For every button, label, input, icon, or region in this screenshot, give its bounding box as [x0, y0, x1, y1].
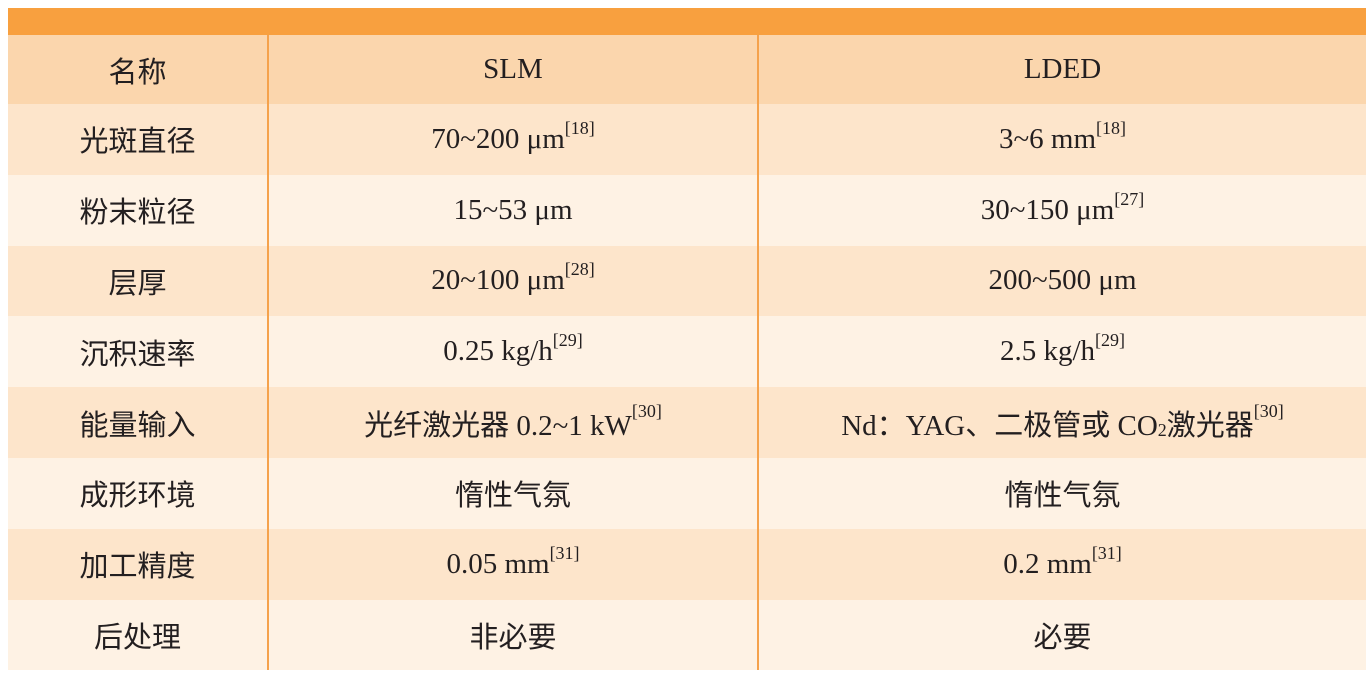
- cell-text: 惰性气氛: [1004, 480, 1121, 513]
- header-cell: LDED: [1023, 53, 1102, 85]
- superscript: [29]: [552, 330, 583, 351]
- row-label: 光斑直径: [8, 104, 269, 175]
- cell-text: 0.2 mm: [1003, 547, 1092, 580]
- table-row: 粉末粒径 15~53 μm 30~150 μm [27]: [8, 174, 1366, 246]
- table-cell: 3~6 mm [18]: [759, 104, 1366, 175]
- superscript: [31]: [1091, 542, 1122, 563]
- table-cell: 0.05 mm [31]: [269, 528, 759, 600]
- table-row: 成形环境 惰性气氛 惰性气氛: [8, 457, 1366, 529]
- cell-text: 3~6 mm: [998, 122, 1097, 155]
- cell-text: 0.05 mm: [446, 547, 550, 580]
- cell-text: 15~53 μm: [453, 193, 573, 226]
- cell-text: 2.5 kg/h: [999, 335, 1096, 368]
- table-row: 后处理 非必要 必要: [8, 599, 1366, 671]
- row-label: 加工精度: [8, 528, 269, 600]
- table-cell: 0.2 mm [31]: [759, 529, 1366, 600]
- row-label: 后处理: [8, 599, 269, 671]
- superscript: [30]: [631, 401, 662, 422]
- header-cell: SLM: [269, 35, 759, 104]
- cell-text: 激光器: [1166, 409, 1254, 442]
- superscript: [30]: [1253, 401, 1284, 422]
- table-cell: 30~150 μm [27]: [759, 175, 1366, 246]
- superscript: [27]: [1114, 188, 1145, 209]
- superscript: [29]: [1095, 330, 1126, 351]
- table-cell: Nd：YAG、二极管或 CO 2 激光器 [30]: [759, 387, 1366, 458]
- table-row: 光斑直径 70~200 μm [18] 3~6 mm [18]: [8, 104, 1366, 175]
- table-cell: 光纤激光器 0.2~1 kW [30]: [269, 387, 759, 458]
- table-cell: 惰性气氛: [269, 457, 759, 529]
- cell-text: 非必要: [469, 621, 557, 654]
- table-cell: 必要: [759, 600, 1366, 671]
- row-label: 成形环境: [8, 457, 269, 529]
- cell-text: 光纤激光器 0.2~1 kW: [364, 409, 632, 442]
- header-row: 名称 SLM LDED: [8, 35, 1366, 104]
- table-cell: 0.25 kg/h [29]: [269, 316, 759, 388]
- cell-text: Nd：YAG、二极管或 CO: [841, 409, 1158, 442]
- row-label: 能量输入: [8, 387, 269, 458]
- table-cell: 70~200 μm [18]: [269, 104, 759, 175]
- table-cell: 20~100 μm [28]: [269, 245, 759, 317]
- top-bar: [8, 8, 1366, 35]
- table-cell: 200~500 μm: [759, 246, 1366, 317]
- row-label: 层厚: [8, 245, 269, 317]
- header-cell: 名称: [8, 35, 269, 104]
- table-cell: 非必要: [269, 599, 759, 671]
- cell-text: 70~200 μm: [431, 122, 565, 155]
- table-cell: 2.5 kg/h [29]: [759, 316, 1366, 387]
- table-row: 层厚 20~100 μm [28] 200~500 μm: [8, 245, 1366, 317]
- superscript: [18]: [1096, 117, 1127, 138]
- row-label: 沉积速率: [8, 316, 269, 388]
- cell-text: 0.25 kg/h: [443, 335, 553, 368]
- table-wrap: 名称 SLM LDED 光斑直径 70~200 μm [18] 3~6 mm [18] 粉末粒径…: [8, 8, 1366, 671]
- table-row: 能量输入 光纤激光器 0.2~1 kW [30] Nd：YAG、二极管或 CO 2 激光…: [8, 387, 1366, 458]
- superscript: [28]: [564, 259, 595, 280]
- subscript: 2: [1157, 420, 1167, 441]
- table-cell: 15~53 μm: [269, 174, 759, 246]
- table: 名称 SLM LDED 光斑直径 70~200 μm [18] 3~6 mm [18] 粉末粒径…: [8, 35, 1366, 671]
- cell-text: 惰性气氛: [454, 480, 571, 513]
- table-row: 沉积速率 0.25 kg/h [29] 2.5 kg/h [29]: [8, 316, 1366, 388]
- row-label: 粉末粒径: [8, 174, 269, 246]
- table-cell: 惰性气氛: [759, 458, 1366, 529]
- superscript: [18]: [564, 117, 595, 138]
- cell-text: 30~150 μm: [980, 193, 1115, 226]
- cell-text: 200~500 μm: [988, 264, 1137, 297]
- superscript: [31]: [549, 542, 580, 563]
- table-row: 加工精度 0.05 mm [31] 0.2 mm [31]: [8, 528, 1366, 600]
- cell-text: 20~100 μm: [431, 264, 565, 297]
- cell-text: 必要: [1033, 621, 1092, 654]
